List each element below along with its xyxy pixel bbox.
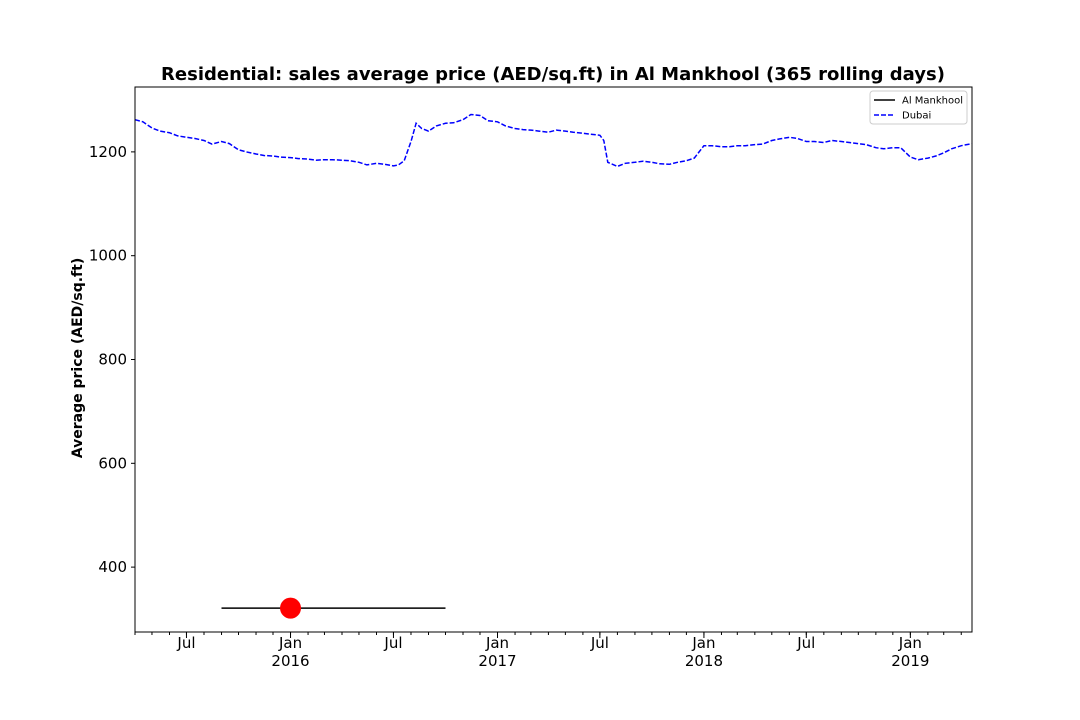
x-tick-label: Jan xyxy=(898,634,922,652)
x-tick-label: Jul xyxy=(383,634,402,652)
chart-title: Residential: sales average price (AED/sq… xyxy=(161,64,945,85)
x-tick-label: Jan xyxy=(691,634,715,652)
x-tick-year-label: 2017 xyxy=(478,652,516,670)
x-tick-label: Jul xyxy=(176,634,195,652)
highlight-point-marker xyxy=(280,597,302,619)
x-tick-label: Jul xyxy=(796,634,815,652)
x-tick-year-label: 2016 xyxy=(271,652,309,670)
y-axis-label: Average price (AED/sq.ft) xyxy=(70,258,86,458)
x-tick-label: Jul xyxy=(590,634,609,652)
y-tick-label: 1000 xyxy=(89,247,127,265)
legend-label: Al Mankhool xyxy=(902,96,963,107)
legend: Al Mankhool Dubai xyxy=(869,90,968,125)
legend-label: Dubai xyxy=(902,111,931,122)
plot-frame xyxy=(134,86,973,633)
y-tick-label: 600 xyxy=(98,454,127,472)
plot-area xyxy=(134,113,973,619)
x-tick-label: Jan xyxy=(278,634,302,652)
series-line-dubai xyxy=(134,113,973,168)
y-tick-label: 1200 xyxy=(89,143,127,161)
x-tick-year-label: 2018 xyxy=(685,652,723,670)
y-tick-label: 400 xyxy=(98,558,127,576)
y-tick-label: 800 xyxy=(98,351,127,369)
x-tick-label: Jan xyxy=(485,634,509,652)
x-tick-year-label: 2019 xyxy=(891,652,929,670)
